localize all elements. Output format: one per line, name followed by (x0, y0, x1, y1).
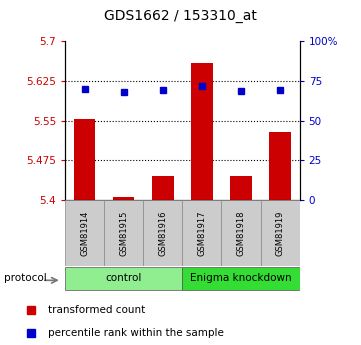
Text: GSM81919: GSM81919 (275, 210, 284, 256)
Bar (230, 176, 252, 200)
Bar (113, 197, 134, 200)
Text: GSM81917: GSM81917 (197, 210, 206, 256)
Text: GSM81915: GSM81915 (119, 210, 128, 256)
Text: transformed count: transformed count (48, 305, 145, 315)
Bar (182, 200, 221, 266)
Bar (191, 62, 213, 200)
Text: GSM81914: GSM81914 (80, 210, 89, 256)
Text: percentile rank within the sample: percentile rank within the sample (48, 328, 224, 338)
Bar (104, 200, 143, 266)
Text: control: control (105, 273, 142, 283)
Text: Enigma knockdown: Enigma knockdown (190, 273, 292, 283)
Text: GSM81918: GSM81918 (236, 210, 245, 256)
Bar (65, 267, 182, 290)
Bar (182, 267, 300, 290)
Bar (74, 119, 95, 200)
Text: protocol: protocol (4, 274, 46, 283)
Bar (221, 200, 261, 266)
Bar (261, 200, 300, 266)
Bar (65, 200, 104, 266)
Bar (143, 200, 182, 266)
Bar (152, 176, 174, 200)
Bar (269, 132, 291, 200)
Text: GDS1662 / 153310_at: GDS1662 / 153310_at (104, 9, 257, 23)
Text: GSM81916: GSM81916 (158, 210, 167, 256)
